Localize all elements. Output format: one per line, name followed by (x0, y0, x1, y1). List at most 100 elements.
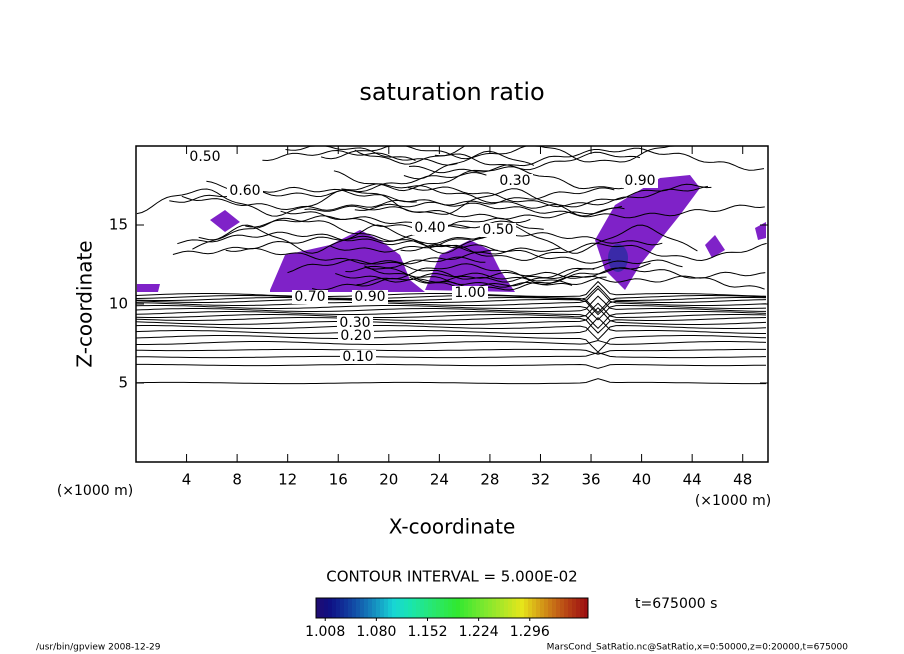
colorbar-frame (315, 597, 589, 619)
contour-line (365, 262, 651, 288)
colorbar-cell (576, 598, 581, 618)
contour-label: 0.50 (482, 222, 513, 238)
contour-line (431, 242, 767, 262)
colorbar-cell (504, 598, 509, 618)
colorbar-cell (508, 598, 513, 618)
contour-label: 0.90 (354, 289, 385, 305)
label-bg (452, 286, 488, 300)
colorbar-cell (452, 598, 457, 618)
x-tick-label: 20 (379, 471, 398, 489)
contour-line (225, 247, 561, 265)
x-tick-label: 32 (531, 471, 550, 489)
contour-line (356, 263, 607, 286)
shaded-region (137, 284, 160, 292)
contour-line (136, 352, 767, 359)
colorbar-cell (320, 598, 325, 618)
colorbar-cell (568, 598, 573, 618)
contour-line (135, 302, 767, 319)
contour-label: 1.00 (454, 285, 485, 301)
x-axis-label: X-coordinate (389, 515, 516, 539)
colorbar-cell (584, 598, 589, 618)
colorbar-cell (412, 598, 417, 618)
colorbar-cell (332, 598, 337, 618)
contour-label: 0.40 (414, 220, 445, 236)
contour-line (181, 195, 417, 211)
colorbar-cell (476, 598, 481, 618)
contour-line (320, 145, 532, 160)
contour-line (135, 317, 767, 334)
shaded-region (705, 235, 725, 258)
x-tick-label: 24 (430, 471, 449, 489)
colorbar-cell (384, 598, 389, 618)
colorbar-cell (564, 598, 569, 618)
label-bg (337, 316, 373, 330)
colorbar-cell (524, 598, 529, 618)
colorbar-cell (548, 598, 553, 618)
colorbar-cell (428, 598, 433, 618)
colorbar-cell (440, 598, 445, 618)
colorbar-cell (364, 598, 369, 618)
colorbar-cell (544, 598, 549, 618)
contour-line (262, 149, 458, 166)
contour-line (136, 339, 767, 345)
contour-line (311, 272, 573, 291)
colorbar-cell (556, 598, 561, 618)
contour-label: 0.50 (189, 149, 220, 165)
contour-label: 0.60 (229, 183, 260, 199)
colorbar-cell (360, 598, 365, 618)
colorbar-tick-label: 1.008 (305, 624, 345, 640)
x-tick-label: 28 (480, 471, 499, 489)
colorbar-cell (540, 598, 545, 618)
shaded-region (608, 244, 628, 272)
colorbar-tick-label: 1.296 (510, 624, 550, 640)
colorbar-cell (348, 598, 353, 618)
x-tick-label: 12 (278, 471, 297, 489)
colorbar-cell (500, 598, 505, 618)
colorbar-cell (472, 598, 477, 618)
footer: MarsCond_SatRatio.nc@SatRatio,x=0:50000,… (547, 643, 849, 653)
contour-line (354, 201, 765, 219)
contour-line (136, 188, 623, 217)
x-tick-label: 4 (182, 471, 192, 489)
contour-line (135, 348, 766, 355)
colorbar-cell (356, 598, 361, 618)
contour-line (135, 295, 766, 312)
colorbar-cell (336, 598, 341, 618)
contour-line (135, 378, 766, 385)
contour-line (135, 295, 767, 314)
colorbar-cell (580, 598, 585, 618)
label-bg (622, 174, 658, 188)
x-tick-label: 40 (632, 471, 651, 489)
colorbar-cell (460, 598, 465, 618)
colorbar-tick-label: 1.152 (407, 624, 447, 640)
contour-line (135, 299, 767, 316)
colorbar-cell (340, 598, 345, 618)
colorbar-tick-label: 1.224 (459, 624, 499, 640)
colorbar-cell (516, 598, 521, 618)
label-bg (187, 150, 223, 164)
colorbar-cell (560, 598, 565, 618)
contour-label: 0.30 (339, 315, 370, 331)
contour-line (333, 166, 624, 192)
contour-label: 0.70 (294, 289, 325, 305)
colorbar-cell (352, 598, 357, 618)
colorbar-cell (528, 598, 533, 618)
colorbar-cell (400, 598, 405, 618)
colorbar-cell (520, 598, 525, 618)
label-bg (338, 329, 374, 343)
footer: /usr/bin/gpview 2008-12-29 (36, 643, 161, 653)
colorbar-cell (416, 598, 421, 618)
contour-line (285, 145, 416, 161)
overlay: 0.500.600.300.40 0.500.70 0.90 1.000.300.20… (109, 145, 769, 640)
colorbar-cell (372, 598, 377, 618)
colorbar-cell (432, 598, 437, 618)
contour-line (329, 229, 500, 253)
contour-label: 0.30 (499, 173, 530, 189)
colorbar-cell (456, 598, 461, 618)
contour-line (135, 324, 767, 341)
contour-label: 0.10 (342, 349, 373, 365)
colorbar-cell (436, 598, 441, 618)
shaded-region (210, 210, 240, 232)
contour-line (135, 287, 767, 306)
label-bg (412, 221, 448, 235)
